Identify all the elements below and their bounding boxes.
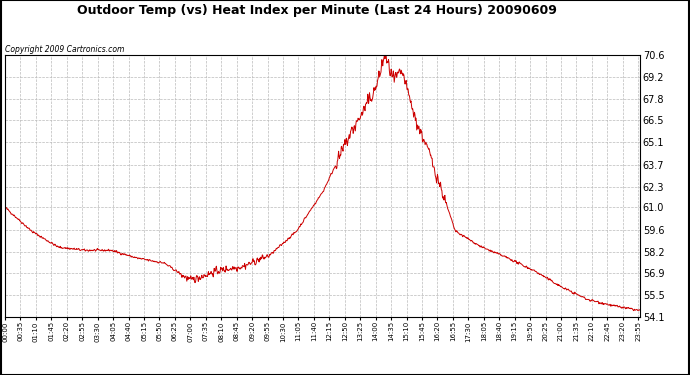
- Text: Copyright 2009 Cartronics.com: Copyright 2009 Cartronics.com: [5, 45, 124, 54]
- Text: Outdoor Temp (vs) Heat Index per Minute (Last 24 Hours) 20090609: Outdoor Temp (vs) Heat Index per Minute …: [77, 4, 558, 17]
